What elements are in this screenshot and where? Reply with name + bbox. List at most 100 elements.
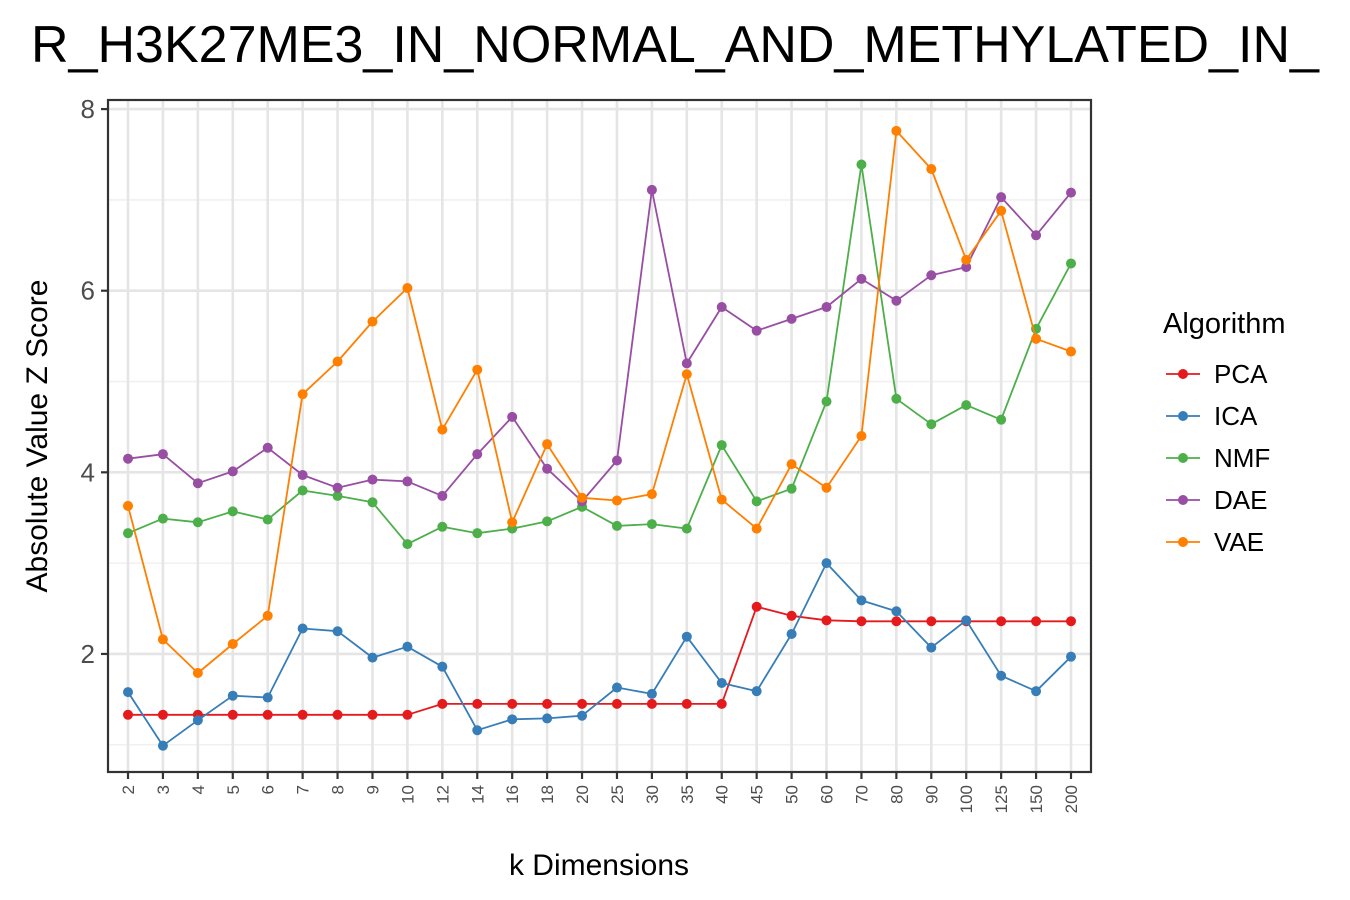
data-point-vae	[157, 634, 168, 645]
x-tick-label: 5	[224, 785, 243, 794]
data-point-dae	[192, 478, 203, 489]
data-point-ica	[751, 686, 762, 697]
data-point-dae	[262, 442, 273, 453]
data-point-vae	[751, 523, 762, 534]
data-point-nmf	[821, 396, 832, 407]
data-point-nmf	[716, 440, 727, 451]
data-point-ica	[856, 595, 867, 606]
x-tick-label: 14	[468, 785, 487, 804]
x-tick-label: 10	[398, 785, 417, 804]
data-point-ica	[926, 642, 937, 653]
data-point-dae	[926, 270, 937, 281]
data-point-vae	[227, 638, 238, 649]
data-point-dae	[437, 490, 448, 501]
data-point-ica	[821, 558, 832, 569]
data-point-vae	[821, 482, 832, 493]
data-point-pca	[157, 709, 168, 720]
data-point-ica	[1066, 651, 1076, 662]
data-point-ica	[437, 661, 448, 672]
data-point-ica	[786, 628, 797, 639]
data-point-pca	[262, 709, 273, 720]
data-point-vae	[611, 495, 622, 506]
data-point-vae	[681, 369, 692, 380]
x-tick-label: 100	[957, 785, 976, 813]
data-point-nmf	[1066, 258, 1076, 269]
data-point-nmf	[472, 528, 483, 539]
data-point-pca	[1066, 616, 1076, 627]
data-point-ica	[157, 740, 168, 751]
x-tick-label: 16	[503, 785, 522, 804]
data-point-pca	[996, 616, 1007, 627]
x-tick-label: 3	[154, 785, 173, 794]
data-point-vae	[542, 439, 553, 450]
data-point-pca	[821, 615, 832, 626]
plot-background	[108, 100, 1091, 772]
data-point-vae	[123, 500, 133, 511]
x-tick-label: 60	[818, 785, 837, 804]
data-point-nmf	[856, 159, 867, 170]
data-point-vae	[437, 424, 448, 435]
data-point-nmf	[646, 519, 657, 530]
legend-label: NMF	[1214, 443, 1270, 473]
legend-key-point	[1178, 369, 1188, 379]
data-point-vae	[297, 389, 308, 400]
grid-lines	[108, 100, 1091, 772]
data-point-dae	[786, 313, 797, 324]
x-tick-label: 12	[433, 785, 452, 804]
x-tick-label: 45	[748, 785, 767, 804]
legend-label: VAE	[1214, 527, 1264, 557]
y-tick-label: 8	[81, 94, 95, 124]
x-tick-label: 9	[363, 785, 382, 794]
x-tick-label: 8	[329, 785, 348, 794]
series-ica	[123, 558, 1076, 751]
data-point-dae	[681, 358, 692, 369]
data-point-pca	[646, 698, 657, 709]
data-point-ica	[996, 670, 1007, 681]
data-point-vae	[926, 164, 937, 175]
data-point-pca	[437, 698, 448, 709]
x-tick-label: 70	[852, 785, 871, 804]
data-point-ica	[192, 715, 203, 726]
data-point-dae	[227, 466, 238, 477]
data-point-vae	[332, 356, 343, 367]
y-tick-label: 6	[81, 276, 95, 306]
data-point-pca	[891, 616, 902, 627]
data-point-ica	[716, 678, 727, 689]
x-tick-label: 4	[189, 785, 208, 794]
data-point-ica	[542, 713, 553, 724]
panel-border	[106, 98, 1093, 774]
data-point-dae	[856, 273, 867, 284]
data-point-pca	[367, 709, 378, 720]
data-point-nmf	[402, 539, 413, 550]
data-point-nmf	[437, 521, 448, 532]
legend-items: PCA ICA NMF DAE VAE	[1166, 359, 1270, 557]
data-point-dae	[611, 455, 622, 466]
data-point-nmf	[157, 513, 168, 524]
series-line-vae	[127, 129, 1072, 674]
x-tick-label: 40	[713, 785, 732, 804]
x-tick-label: 50	[783, 785, 802, 804]
data-point-ica	[1031, 686, 1042, 697]
data-point-nmf	[123, 528, 133, 539]
data-point-pca	[751, 601, 762, 612]
data-point-pca	[542, 698, 553, 709]
legend-label: DAE	[1214, 485, 1267, 515]
data-point-pca	[297, 709, 308, 720]
data-point-nmf	[262, 514, 273, 525]
data-point-ica	[507, 714, 518, 725]
data-point-nmf	[996, 414, 1007, 425]
legend-item-vae: VAE	[1166, 527, 1264, 557]
y-tick-label: 2	[81, 639, 95, 669]
data-point-ica	[577, 710, 588, 721]
data-point-vae	[891, 125, 902, 136]
data-point-ica	[611, 682, 622, 693]
data-point-vae	[367, 316, 378, 327]
legend-key-point	[1178, 411, 1188, 421]
legend-key-point	[1178, 537, 1188, 547]
data-point-dae	[367, 474, 378, 485]
data-point-ica	[891, 606, 902, 617]
data-point-dae	[751, 325, 762, 336]
data-point-ica	[402, 641, 413, 652]
data-point-vae	[192, 668, 203, 679]
